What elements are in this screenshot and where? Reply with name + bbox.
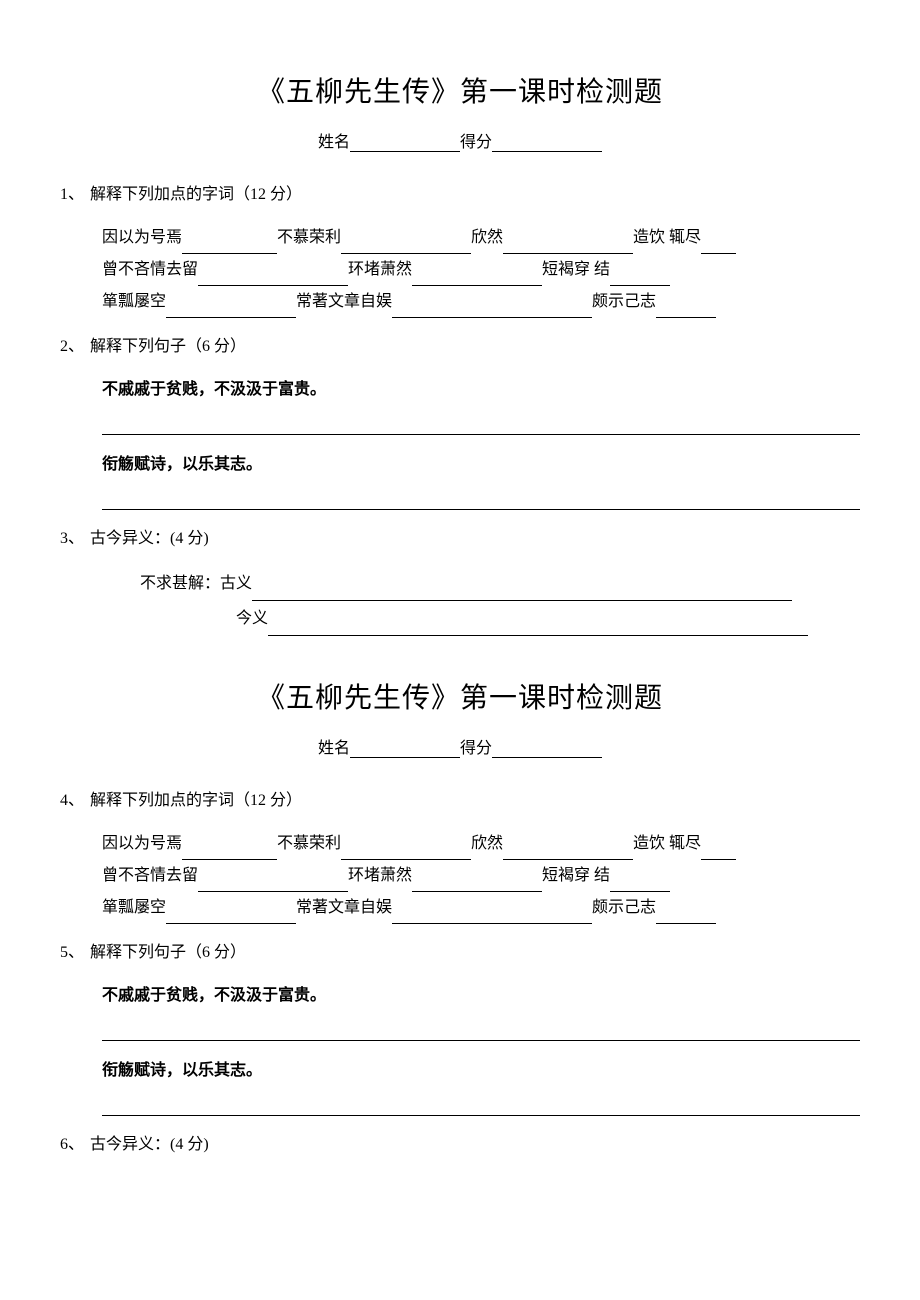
score-label: 得分 xyxy=(460,134,492,151)
name-blank[interactable] xyxy=(350,135,460,152)
q2-header: 2、解释下列句子（6 分） xyxy=(60,332,860,356)
q5-s1: 不戚戚于贫贱，不汲汲于富贵。 xyxy=(102,980,860,1012)
q3-gu-line: 不求甚解：古义 xyxy=(140,566,860,601)
q1-item: 颇示己志 xyxy=(592,293,656,310)
name-score-line: 姓名 得分 xyxy=(60,128,860,152)
q4-blank[interactable] xyxy=(503,843,633,860)
q5-num: 5、 xyxy=(60,938,90,962)
q4-item: 因以为号焉 xyxy=(102,835,182,852)
q1-blank[interactable] xyxy=(503,237,633,254)
q4-num: 4、 xyxy=(60,786,90,810)
name-blank[interactable] xyxy=(350,741,460,758)
q4-blank[interactable] xyxy=(198,875,348,892)
q4-blank[interactable] xyxy=(392,907,592,924)
q4-blank[interactable] xyxy=(166,907,296,924)
name-label: 姓名 xyxy=(318,134,350,151)
q1-item: 曾不吝情去留 xyxy=(102,261,198,278)
q3-num: 3、 xyxy=(60,524,90,548)
q4-blank[interactable] xyxy=(656,907,716,924)
q4-blank[interactable] xyxy=(182,843,277,860)
q1-item: 短褐穿 结 xyxy=(542,261,610,278)
q1-blank[interactable] xyxy=(198,269,348,286)
score-blank[interactable] xyxy=(492,135,602,152)
q1-blank[interactable] xyxy=(610,269,670,286)
q2-answer-line[interactable] xyxy=(102,414,860,435)
q4-item: 短褐穿 结 xyxy=(542,867,610,884)
q3-gu: 古义 xyxy=(220,575,252,592)
q4-item: 常著文章自娱 xyxy=(296,899,392,916)
q2-text: 解释下列句子（6 分） xyxy=(90,338,246,355)
q4-body: 因以为号焉 不慕荣利 欣然 造饮 辄尽 曾不吝情去留 环堵萧然 短褐穿 结 箪瓢屡空 常著文… xyxy=(102,828,860,924)
q3-jin: 今义 xyxy=(236,610,268,627)
q1-blank[interactable] xyxy=(182,237,277,254)
q1-item: 欣然 xyxy=(471,229,503,246)
q1-blank[interactable] xyxy=(412,269,542,286)
q2-s1: 不戚戚于贫贱，不汲汲于富贵。 xyxy=(102,374,860,406)
score-blank[interactable] xyxy=(492,741,602,758)
q5-answer-line[interactable] xyxy=(102,1020,860,1041)
name-label: 姓名 xyxy=(318,740,350,757)
q1-item: 箪瓢屡空 xyxy=(102,293,166,310)
q3-jin-line: 今义 xyxy=(236,601,860,636)
q3-jin-blank[interactable] xyxy=(268,619,808,636)
q2-num: 2、 xyxy=(60,332,90,356)
q6-header: 6、古今异义：(4 分) xyxy=(60,1130,860,1154)
q5-text: 解释下列句子（6 分） xyxy=(90,944,246,961)
q4-item: 曾不吝情去留 xyxy=(102,867,198,884)
name-score-line-2: 姓名 得分 xyxy=(60,734,860,758)
q4-blank[interactable] xyxy=(701,843,736,860)
q1-item: 不慕荣利 xyxy=(277,229,341,246)
q5-s2: 衔觞赋诗，以乐其志。 xyxy=(102,1055,860,1087)
q4-item: 造饮 辄尽 xyxy=(633,835,701,852)
worksheet-page: 《五柳先生传》第一课时检测题 姓名得分 1、解释下列加点的字词（12 分） 因以… xyxy=(0,0,920,1212)
q4-item: 箪瓢屡空 xyxy=(102,899,166,916)
q1-blank[interactable] xyxy=(392,301,592,318)
q6-text: 古今异义：(4 分) xyxy=(90,1136,209,1153)
q1-header: 1、解释下列加点的字词（12 分） xyxy=(60,180,860,204)
q4-blank[interactable] xyxy=(610,875,670,892)
q4-text: 解释下列加点的字词（12 分） xyxy=(90,792,302,809)
q3-text: 古今异义：(4 分) xyxy=(90,530,209,547)
worksheet-title: 《五柳先生传》第一课时检测题 xyxy=(60,70,860,110)
q4-item: 不慕荣利 xyxy=(277,835,341,852)
q4-item: 颇示己志 xyxy=(592,899,656,916)
q3-gu-blank[interactable] xyxy=(252,584,792,601)
q4-item: 环堵萧然 xyxy=(348,867,412,884)
q2-s2: 衔觞赋诗，以乐其志。 xyxy=(102,449,860,481)
q1-item: 因以为号焉 xyxy=(102,229,182,246)
q1-item: 环堵萧然 xyxy=(348,261,412,278)
q1-text: 解释下列加点的字词（12 分） xyxy=(90,186,302,203)
q1-blank[interactable] xyxy=(701,237,736,254)
q4-blank[interactable] xyxy=(341,843,471,860)
q4-blank[interactable] xyxy=(412,875,542,892)
q1-blank[interactable] xyxy=(341,237,471,254)
q2-answer-line[interactable] xyxy=(102,489,860,510)
q1-blank[interactable] xyxy=(166,301,296,318)
q5-answer-line[interactable] xyxy=(102,1095,860,1116)
worksheet-title-2: 《五柳先生传》第一课时检测题 xyxy=(60,676,860,716)
q1-num: 1、 xyxy=(60,180,90,204)
q3-term: 不求甚解： xyxy=(140,575,220,592)
q4-item: 欣然 xyxy=(471,835,503,852)
q1-body: 因以为号焉 不慕荣利 欣然 造饮 辄尽 曾不吝情去留 环堵萧然 短褐穿 结 箪瓢屡空 常著文… xyxy=(102,222,860,318)
q1-item: 造饮 辄尽 xyxy=(633,229,701,246)
q4-header: 4、解释下列加点的字词（12 分） xyxy=(60,786,860,810)
q1-item: 常著文章自娱 xyxy=(296,293,392,310)
q5-header: 5、解释下列句子（6 分） xyxy=(60,938,860,962)
q1-blank[interactable] xyxy=(656,301,716,318)
q6-num: 6、 xyxy=(60,1130,90,1154)
score-label: 得分 xyxy=(460,740,492,757)
q3-header: 3、古今异义：(4 分) xyxy=(60,524,860,548)
